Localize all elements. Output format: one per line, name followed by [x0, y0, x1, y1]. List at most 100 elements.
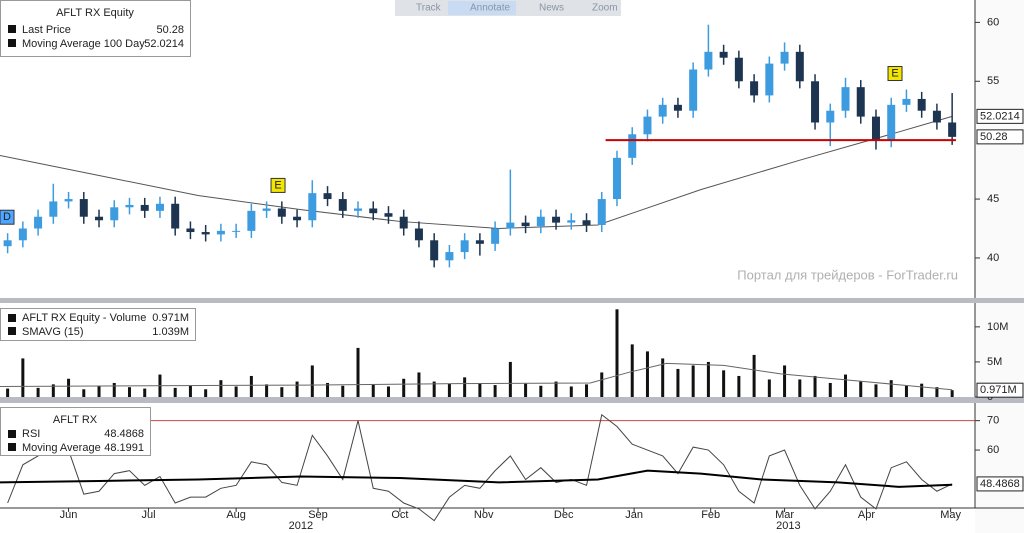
legend-label: Moving Average — [22, 442, 101, 454]
volume-bar — [326, 382, 330, 397]
x-tick-label: Oct — [391, 509, 408, 521]
candle-body — [216, 230, 225, 235]
y-tick-label: 10M — [987, 321, 1008, 333]
x-tick-label: Sep — [308, 509, 328, 521]
event-marker — [0, 209, 15, 225]
volume-bar — [219, 380, 223, 397]
candle-body — [491, 228, 500, 244]
volume-bar — [234, 386, 238, 397]
volume-bar — [82, 389, 86, 397]
volume-bar — [386, 386, 390, 397]
candle-body — [232, 230, 241, 232]
candle-body — [430, 240, 439, 261]
x-tick-label: Apr — [858, 509, 875, 521]
legend-swatch — [8, 314, 16, 322]
candle-body — [582, 220, 591, 225]
volume-bar — [706, 361, 710, 397]
candle-body — [460, 240, 469, 253]
axis-band — [975, 0, 1024, 533]
watermark: Портал для трейдеров - ForTrader.ru — [737, 267, 958, 282]
legend-value: 48.1991 — [104, 442, 144, 454]
volume-bar — [889, 380, 893, 397]
candle-body — [917, 98, 926, 111]
candle-body — [3, 240, 12, 247]
volume-bar — [371, 384, 375, 397]
event-label: E — [274, 179, 281, 191]
event-label: D — [3, 211, 11, 223]
legend-label: RSI — [22, 428, 40, 440]
event-label: E — [891, 67, 898, 79]
volume-bar — [722, 370, 726, 397]
candle-body — [155, 203, 164, 211]
volume-bar — [585, 384, 589, 397]
candle-body — [780, 51, 789, 64]
volume-bar — [265, 384, 269, 397]
legend — [0, 407, 151, 456]
volume-bar — [569, 386, 573, 397]
candle-body — [552, 216, 561, 223]
candle-body — [536, 216, 545, 227]
candle-body — [902, 98, 911, 105]
last-value-label: 0.971M — [980, 384, 1017, 396]
legend-label: Moving Average 100 Day — [22, 38, 145, 50]
candle-body — [338, 199, 347, 211]
volume-bar — [112, 382, 116, 397]
volume-bar — [143, 388, 147, 397]
candle-body — [628, 134, 637, 158]
candle-body — [110, 207, 119, 221]
legend-title: AFLT RX — [53, 414, 98, 426]
legend — [0, 0, 191, 57]
indicator-line — [0, 469, 953, 488]
volume-bar — [295, 381, 299, 397]
candle-body — [399, 216, 408, 229]
volume-bar — [798, 379, 802, 397]
year-label: 2013 — [776, 520, 800, 532]
y-tick-label: 55 — [987, 75, 999, 87]
volume-bar — [752, 354, 756, 397]
candle-body — [201, 232, 210, 235]
event-marker — [270, 177, 286, 193]
year-label: 2012 — [289, 520, 313, 532]
candle-body — [856, 87, 865, 117]
last-value-label: 50.28 — [980, 131, 1008, 143]
candle-body — [354, 208, 363, 211]
volume-bar — [844, 374, 848, 397]
candle-body — [247, 210, 256, 231]
event-marker — [887, 66, 903, 82]
candle-body — [64, 199, 73, 202]
volume-bar — [920, 383, 924, 397]
candle-body — [79, 199, 88, 217]
toolbar-button[interactable]: Zoom — [592, 3, 618, 14]
toolbar-button[interactable]: Track — [416, 3, 442, 14]
y-tick-label: 70 — [987, 415, 999, 427]
volume-bar — [767, 379, 771, 397]
candle-body — [323, 193, 332, 200]
volume-bar — [127, 387, 131, 397]
legend-label: SMAVG (15) — [22, 326, 84, 338]
toolbar-button[interactable]: Annotate — [470, 3, 510, 14]
legend-value: 0.971M — [152, 312, 189, 324]
candle-body — [369, 208, 378, 214]
indicator-line — [7, 413, 953, 522]
volume-bar — [67, 378, 71, 397]
toolbar-button[interactable]: News — [539, 3, 564, 14]
candle-body — [871, 116, 880, 141]
candle-body — [841, 87, 850, 111]
legend-value: 1.039M — [152, 326, 189, 338]
last-value-label: 48.4868 — [980, 478, 1020, 490]
volume-bar — [173, 387, 177, 397]
volume-bar — [402, 378, 406, 397]
volume-bar — [676, 368, 680, 397]
volume-bar — [600, 372, 604, 397]
volume-bar — [188, 385, 192, 397]
legend-swatch — [8, 443, 16, 451]
candle-body — [140, 204, 149, 211]
volume-bar — [478, 382, 482, 397]
legend-swatch — [8, 25, 16, 33]
candle-body — [521, 222, 530, 227]
volume-bar — [204, 389, 208, 397]
volume-bar — [554, 381, 558, 397]
x-tick-label: Jul — [142, 509, 156, 521]
candle-body — [658, 104, 667, 117]
candle-body — [18, 228, 27, 241]
